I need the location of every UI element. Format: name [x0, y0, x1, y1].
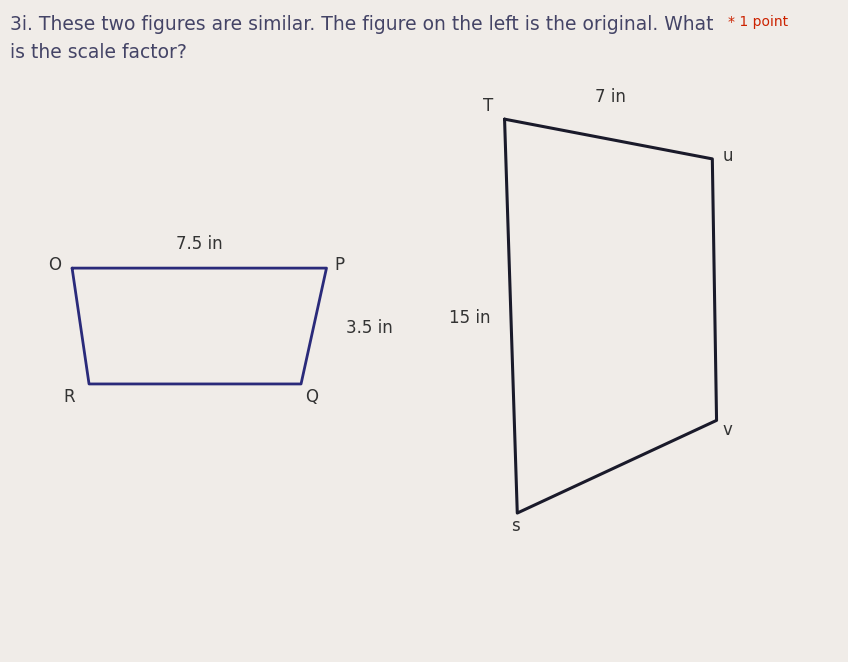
Text: 3i. These two figures are similar. The figure on the left is the original. What: 3i. These two figures are similar. The f…	[10, 15, 714, 34]
Text: u: u	[722, 146, 733, 165]
Text: v: v	[722, 421, 733, 440]
Text: Q: Q	[305, 388, 319, 406]
Text: P: P	[334, 256, 344, 274]
Text: 15 in: 15 in	[449, 308, 490, 327]
Text: s: s	[511, 517, 520, 536]
Text: R: R	[64, 388, 75, 406]
Text: 3.5 in: 3.5 in	[346, 318, 393, 337]
Text: T: T	[483, 97, 494, 115]
Text: * 1 point: * 1 point	[728, 15, 788, 28]
Text: 7.5 in: 7.5 in	[176, 235, 222, 253]
Text: is the scale factor?: is the scale factor?	[10, 43, 187, 62]
Text: O: O	[48, 256, 62, 274]
Text: 7 in: 7 in	[595, 88, 626, 106]
